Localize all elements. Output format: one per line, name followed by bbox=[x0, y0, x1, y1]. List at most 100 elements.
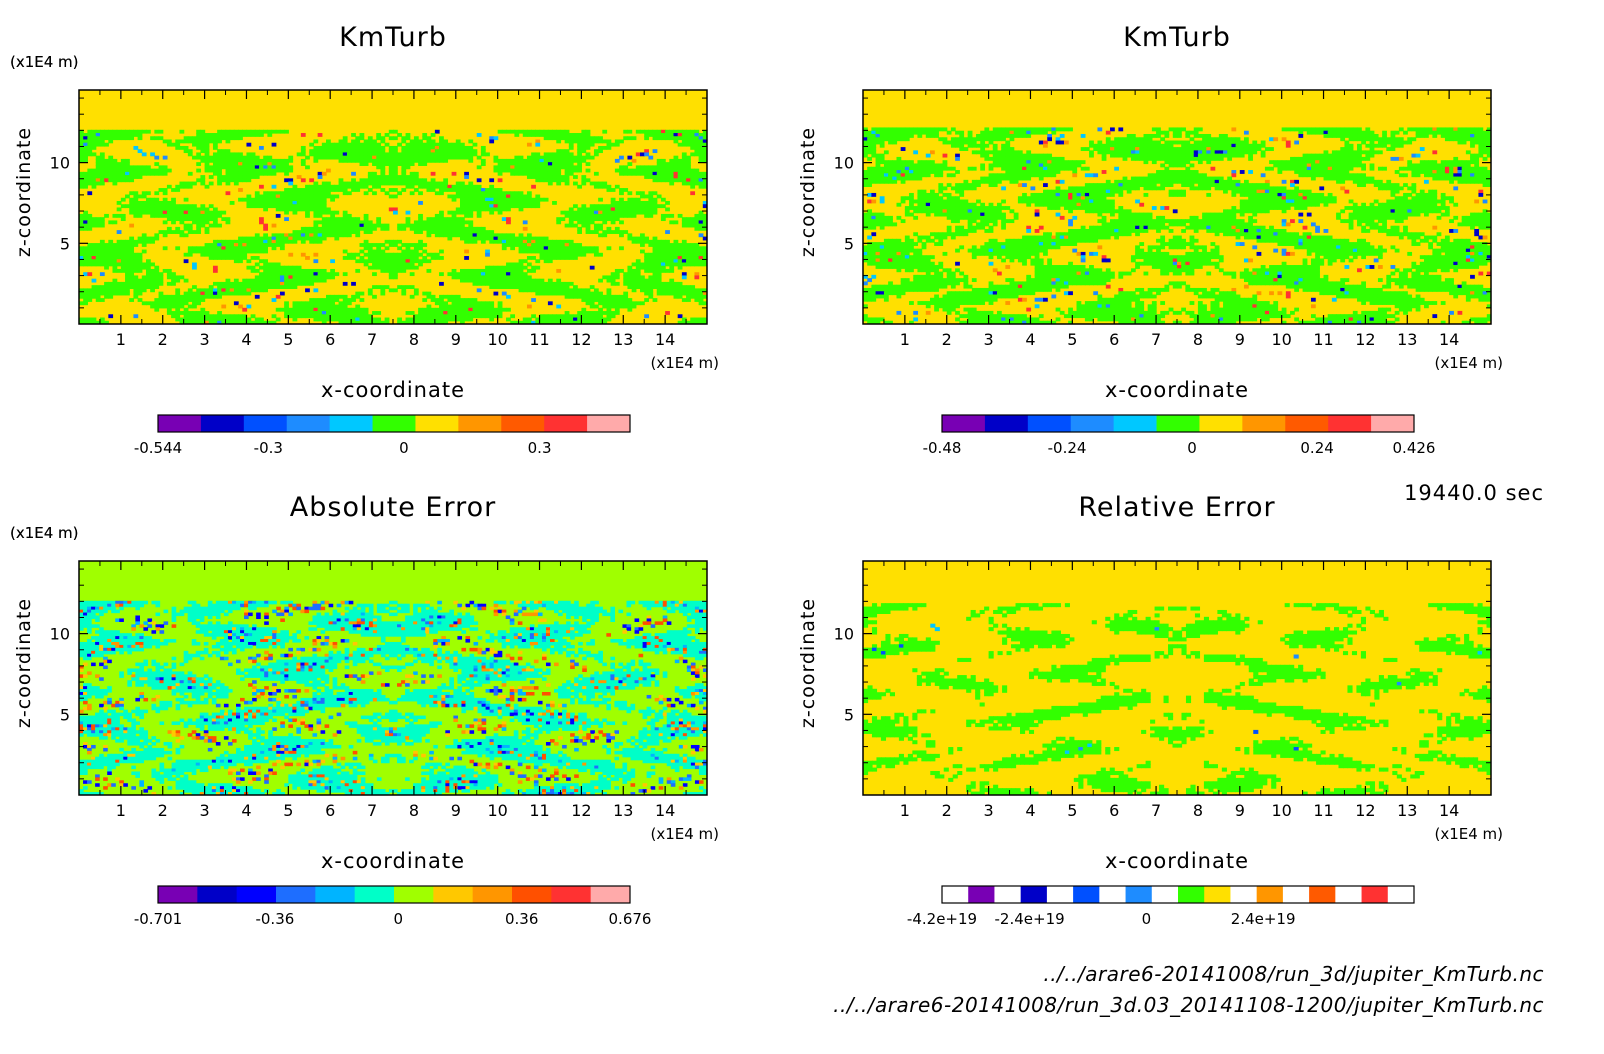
x-unit-label: (x1E4 m) bbox=[650, 825, 719, 843]
colorbar-tick-label: 0.426 bbox=[1393, 439, 1436, 457]
colorbar: -0.701 -0.36 0 0.36 0.676 bbox=[134, 885, 652, 928]
chart-panel-1: KmTurb(x1E4 m)(x1E4 m)1 2 3 4 5 6 7 8 9 10 11 12 13 1… bbox=[10, 22, 719, 457]
colorbar-swatch bbox=[551, 886, 592, 903]
heatmap-field bbox=[79, 90, 707, 324]
colorbar-swatch bbox=[1073, 886, 1100, 903]
x-axis-label: x-coordinate bbox=[1105, 378, 1249, 402]
colorbar-swatch bbox=[587, 415, 631, 432]
colorbar-swatch bbox=[1204, 886, 1231, 903]
colorbar-swatch bbox=[968, 886, 995, 903]
x-axis-label: x-coordinate bbox=[321, 849, 465, 873]
colorbar-tick-label: -0.701 bbox=[134, 910, 182, 928]
x-tick-label: 3 bbox=[984, 801, 994, 820]
colorbar-tick-label: 0.24 bbox=[1300, 439, 1333, 457]
colorbar-frame bbox=[157, 414, 631, 433]
colorbar-swatch bbox=[1156, 415, 1200, 432]
x-tick-label: 5 bbox=[283, 801, 293, 820]
x-unit-label: (x1E4 m) bbox=[650, 354, 719, 372]
colorbar-tick-label: -4.2e+19 bbox=[907, 910, 977, 928]
x-tick-label: 3 bbox=[984, 330, 994, 349]
y-axis-label: z-coordinate bbox=[13, 598, 35, 728]
colorbar-swatch bbox=[1151, 886, 1179, 903]
x-tick-label: 11 bbox=[1313, 801, 1333, 820]
heatmap-background bbox=[863, 561, 1491, 795]
colorbar-tick-label: 0.36 bbox=[505, 910, 538, 928]
x-tick-label: 2 bbox=[158, 330, 168, 349]
colorbar-swatch bbox=[1027, 415, 1072, 432]
y-unit-label: (x1E4 m) bbox=[10, 53, 79, 71]
colorbar-swatch bbox=[458, 415, 502, 432]
x-tick-label: 4 bbox=[241, 801, 251, 820]
colorbar-swatch bbox=[1371, 415, 1415, 432]
x-tick-label: 13 bbox=[613, 801, 633, 820]
x-tick-label: 10 bbox=[1271, 330, 1291, 349]
colorbar-swatch bbox=[354, 886, 395, 903]
x-tick-label: 13 bbox=[613, 330, 633, 349]
colorbar-swatch bbox=[984, 415, 1029, 432]
colorbar-swatch bbox=[472, 886, 513, 903]
colorbar-swatch bbox=[590, 886, 631, 903]
colorbar-swatch bbox=[1230, 886, 1258, 903]
colorbar-tick-label: -2.4e+19 bbox=[995, 910, 1065, 928]
colorbar-swatch bbox=[243, 415, 288, 432]
colorbar-swatch bbox=[1309, 886, 1336, 903]
colorbar-swatch bbox=[1125, 886, 1153, 903]
x-tick-label: 7 bbox=[367, 330, 377, 349]
x-tick-label: 1 bbox=[116, 801, 126, 820]
colorbar-frame bbox=[941, 414, 1415, 433]
x-tick-label: 9 bbox=[451, 801, 461, 820]
colorbar-tick-label: 0 bbox=[394, 910, 404, 928]
y-tick-label: 10 bbox=[50, 625, 70, 644]
x-unit-label: (x1E4 m) bbox=[1434, 354, 1503, 372]
x-axis-label: x-coordinate bbox=[321, 378, 465, 402]
x-tick-label: 14 bbox=[1439, 801, 1459, 820]
colorbar: -0.544 -0.3 0 0.3 bbox=[134, 414, 631, 457]
colorbar-swatch bbox=[1113, 415, 1157, 432]
x-tick-label: 8 bbox=[1193, 801, 1203, 820]
x-tick-label: 14 bbox=[655, 801, 675, 820]
colorbar-swatch bbox=[942, 886, 969, 903]
colorbar-swatch bbox=[1242, 415, 1286, 432]
x-tick-label: 3 bbox=[200, 801, 210, 820]
heatmap-field bbox=[79, 561, 707, 795]
x-tick-label: 9 bbox=[1235, 801, 1245, 820]
colorbar-tick-label: 2.4e+19 bbox=[1231, 910, 1296, 928]
x-tick-label: 9 bbox=[1235, 330, 1245, 349]
x-tick-label: 9 bbox=[451, 330, 461, 349]
x-tick-label: 7 bbox=[367, 801, 377, 820]
colorbar-swatch bbox=[1282, 886, 1310, 903]
y-tick-label: 5 bbox=[60, 234, 70, 253]
x-tick-label: 11 bbox=[1313, 330, 1333, 349]
colorbar-swatch bbox=[394, 886, 434, 903]
colorbar-tick-label: 0.676 bbox=[609, 910, 652, 928]
chart-title: KmTurb bbox=[339, 22, 447, 53]
colorbar-swatch bbox=[501, 415, 545, 432]
colorbar-swatch bbox=[415, 415, 459, 432]
colorbar-tick-label: -0.36 bbox=[255, 910, 294, 928]
colorbar-swatch bbox=[286, 415, 331, 432]
x-tick-label: 7 bbox=[1151, 330, 1161, 349]
x-tick-label: 11 bbox=[529, 330, 549, 349]
y-axis-label: z-coordinate bbox=[797, 598, 819, 728]
colorbar-swatch bbox=[1256, 886, 1284, 903]
y-axis-label: z-coordinate bbox=[797, 127, 819, 257]
colorbar-swatch bbox=[372, 415, 416, 432]
heatmap-field bbox=[863, 90, 1491, 324]
x-unit-label: (x1E4 m) bbox=[1434, 825, 1503, 843]
x-tick-label: 12 bbox=[571, 330, 591, 349]
colorbar: -0.48 -0.24 0 0.24 0.426 bbox=[923, 414, 1436, 457]
x-tick-label: 14 bbox=[1439, 330, 1459, 349]
colorbar-frame bbox=[941, 885, 1415, 904]
file-path-2: ../../arare6-20141008/run_3d.03_20141108… bbox=[833, 993, 1544, 1017]
colorbar-tick-label: -0.3 bbox=[254, 439, 283, 457]
colorbar-swatch bbox=[942, 415, 986, 432]
x-tick-label: 1 bbox=[900, 801, 910, 820]
colorbar-swatch bbox=[1178, 886, 1205, 903]
x-tick-label: 1 bbox=[900, 330, 910, 349]
colorbar-swatch bbox=[329, 415, 373, 432]
chart-title: Absolute Error bbox=[290, 492, 496, 523]
x-tick-label: 11 bbox=[529, 801, 549, 820]
x-tick-label: 6 bbox=[325, 330, 335, 349]
x-tick-label: 3 bbox=[200, 330, 210, 349]
y-tick-label: 5 bbox=[844, 234, 854, 253]
